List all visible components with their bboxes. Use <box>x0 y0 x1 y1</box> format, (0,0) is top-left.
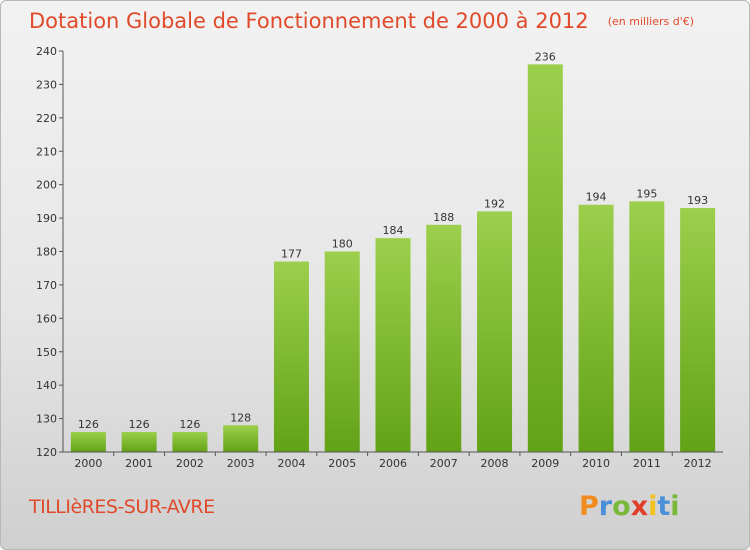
bar-value-label: 184 <box>383 224 404 237</box>
bar-value-label: 177 <box>281 248 302 261</box>
bar-value-label: 126 <box>129 418 150 431</box>
chart-unit: (en milliers d'€) <box>607 15 695 28</box>
y-tick-label: 140 <box>36 379 57 392</box>
y-tick-label: 130 <box>36 413 57 426</box>
chart-title: Dotation Globale de Fonctionnement de 20… <box>29 9 589 33</box>
bar-2007 <box>426 224 462 452</box>
logo-letter: r <box>598 491 613 522</box>
y-axis: 120 130 140 150 160 170 180 190 200 210 220 230 240 <box>36 45 64 459</box>
y-tick-label: 180 <box>36 246 57 259</box>
y-tick-label: 210 <box>36 145 57 158</box>
x-tick-label: 2005 <box>328 457 356 470</box>
y-tick-label: 240 <box>36 45 57 58</box>
y-tick-label: 160 <box>36 312 57 325</box>
bar-value-label: 192 <box>484 197 505 210</box>
x-tick-label: 2012 <box>684 457 712 470</box>
bar-value-label: 126 <box>179 418 200 431</box>
x-tick-label: 2001 <box>125 457 153 470</box>
y-tick-label: 200 <box>36 179 57 192</box>
x-tick-label: 2002 <box>176 457 204 470</box>
bar-value-label: 195 <box>636 187 657 200</box>
x-tick-label: 2009 <box>531 457 559 470</box>
bar-value-label: 193 <box>687 194 708 207</box>
x-tick-label: 2007 <box>430 457 458 470</box>
x-tick-label: 2004 <box>277 457 305 470</box>
bar-value-label: 180 <box>332 238 353 251</box>
logo-letter: o <box>612 491 631 522</box>
proxiti-logo[interactable]: Proxiti <box>579 491 680 522</box>
bar-2009 <box>527 64 563 452</box>
bar-2004 <box>273 261 309 452</box>
bar-2010 <box>578 204 614 452</box>
logo-letter: x <box>630 491 649 522</box>
bar-2002 <box>172 431 208 452</box>
y-tick-label: 120 <box>36 446 57 459</box>
bar-value-label: 188 <box>433 211 454 224</box>
bars: 126 126 126 128 177 180 184 188 192 236 194 195 193 <box>70 50 716 452</box>
bar-2011 <box>629 201 665 452</box>
x-tick-label: 2008 <box>481 457 509 470</box>
logo-letter: i <box>648 491 658 522</box>
bar-2003 <box>223 425 259 452</box>
logo-letter: t <box>657 491 671 522</box>
x-tick-label: 2010 <box>582 457 610 470</box>
bar-2000 <box>70 431 106 452</box>
y-tick-label: 220 <box>36 112 57 125</box>
logo-letter: P <box>579 491 599 522</box>
x-tick-label: 2011 <box>633 457 661 470</box>
y-tick-label: 190 <box>36 212 57 225</box>
y-tick-label: 170 <box>36 279 57 292</box>
x-tick-label: 2003 <box>227 457 255 470</box>
bar-2006 <box>375 238 411 452</box>
bar-2001 <box>121 431 157 452</box>
bar-value-label: 194 <box>586 191 607 204</box>
bar-2005 <box>324 251 360 452</box>
bar-value-label: 236 <box>535 50 556 63</box>
x-tick-label: 2006 <box>379 457 407 470</box>
bar-2012 <box>680 208 716 452</box>
y-tick-label: 150 <box>36 346 57 359</box>
logo-letter: i <box>670 491 680 522</box>
x-axis: 2000 2001 2002 2003 2004 2005 2006 2007 2008 2009… <box>63 451 723 470</box>
bar-2008 <box>477 211 513 452</box>
commune-name: TILLIèRES-SUR-AVRE <box>29 496 215 518</box>
y-tick-label: 230 <box>36 78 57 91</box>
title-block: Dotation Globale de Fonctionnement de 20… <box>29 9 694 33</box>
x-tick-label: 2000 <box>74 457 102 470</box>
bar-value-label: 128 <box>230 411 251 424</box>
bar-value-label: 126 <box>78 418 99 431</box>
